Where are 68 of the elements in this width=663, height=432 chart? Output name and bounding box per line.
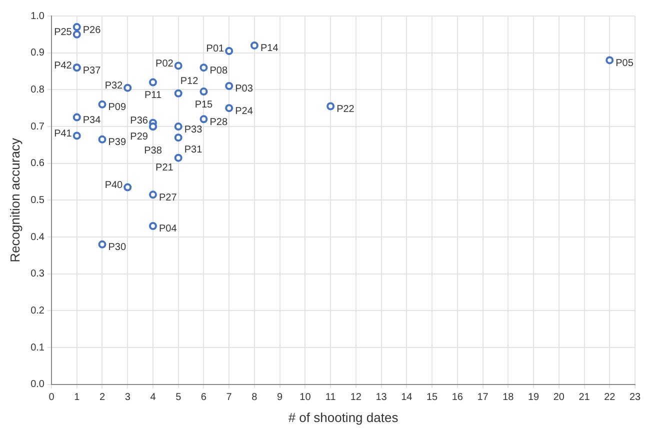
annotation: P05	[616, 58, 634, 69]
annotation: P01	[206, 44, 225, 55]
x-tick-label: 15	[426, 392, 438, 404]
y-tick-label: 0.1	[30, 342, 45, 354]
y-tick-label: 0.3	[30, 268, 45, 280]
x-tick-label: 12	[350, 392, 362, 404]
x-tick-label: 0	[48, 392, 55, 404]
annotation: P42	[54, 60, 72, 72]
annotation: P14	[260, 43, 279, 54]
y-tick-label: 0.7	[30, 121, 45, 132]
annotation: P34	[82, 115, 102, 126]
y-tick-label: 0.2	[30, 305, 45, 316]
annotation: P22	[336, 104, 355, 116]
annotation: P02	[156, 58, 174, 70]
x-tick-label: 23	[629, 392, 641, 404]
annotation: P08	[210, 65, 228, 76]
annotation: P29	[130, 131, 148, 142]
x-tick-label: 21	[578, 392, 590, 404]
x-tick-label: 3	[124, 392, 131, 404]
annotation: P32	[104, 80, 124, 92]
y-tick-label: 0.5	[30, 194, 45, 206]
annotation: P38	[144, 145, 162, 156]
x-tick-label: 20	[553, 392, 565, 404]
annotation: P40	[104, 180, 124, 192]
annotation: P31	[184, 144, 203, 156]
annotation: P30	[108, 242, 126, 254]
x-tick-label: 14	[401, 392, 413, 404]
y-tick-label: 0.6	[30, 158, 45, 170]
x-tick-label: 1	[74, 392, 80, 404]
annotation: P41	[54, 128, 72, 140]
x-tick-label: 8	[252, 392, 258, 404]
annotation: P04	[158, 224, 178, 235]
annotation: P25	[54, 27, 72, 38]
y-tick-label: 0.9	[30, 48, 45, 59]
annotation: P24	[235, 106, 254, 117]
annotation: P28	[210, 116, 228, 128]
x-axis-title: # of shooting dates	[288, 410, 399, 425]
annotation: P11	[144, 90, 162, 102]
annotation: P37	[82, 65, 102, 76]
x-tick-label: 16	[452, 392, 464, 404]
y-tick-label: 1.0	[30, 10, 45, 22]
y-tick-label: 0.8	[30, 84, 45, 96]
x-tick-label: 2	[99, 392, 106, 404]
x-tick-label: 4	[150, 392, 156, 404]
y-axis-title: Recognition accuracy	[7, 138, 22, 262]
x-tick-label: 7	[226, 392, 232, 404]
annotation: P36	[130, 116, 148, 127]
annotation: P03	[235, 84, 254, 95]
annotation: P12	[180, 76, 199, 88]
annotation: P39	[108, 137, 126, 148]
annotation: P33	[184, 124, 203, 136]
x-tick-label: 19	[528, 392, 540, 404]
x-tick-label: 10	[300, 392, 312, 404]
x-tick-label: 22	[604, 392, 616, 404]
x-tick-label: 5	[176, 392, 182, 404]
x-tick-label: 18	[502, 392, 514, 404]
x-tick-label: 13	[376, 392, 388, 404]
annotation: P09	[108, 102, 126, 114]
annotation: P26	[82, 24, 102, 36]
y-tick-label: 0.4	[30, 232, 45, 243]
x-tick-label: 9	[277, 392, 284, 404]
x-tick-label: 6	[200, 392, 207, 404]
annotation: P15	[194, 99, 214, 110]
x-tick-label: 17	[477, 392, 489, 404]
y-tick-label: 0.0	[30, 379, 45, 390]
annotation: P27	[158, 192, 178, 204]
x-tick-label: 11	[325, 392, 336, 404]
annotation: P21	[156, 162, 174, 174]
